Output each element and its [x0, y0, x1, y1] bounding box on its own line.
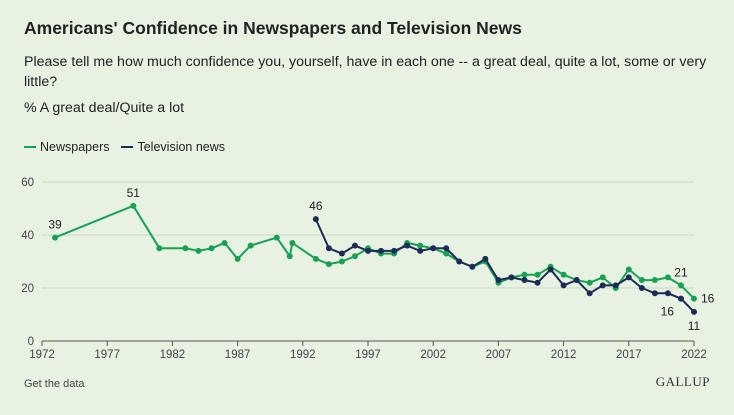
data-point-television: [664, 290, 671, 297]
data-point-television: [417, 247, 424, 254]
data-point-newspapers: [599, 274, 606, 281]
data-point-television: [612, 282, 619, 289]
legend-swatch-newspapers: [24, 146, 36, 148]
chart-measure-label: % A great deal/Quite a lot: [24, 100, 185, 116]
chart-title: Americans' Confidence in Newspapers and …: [24, 18, 522, 38]
get-the-data-link[interactable]: Get the data: [24, 378, 85, 390]
x-tick-label: 1982: [160, 349, 186, 361]
x-tick-label: 1997: [355, 349, 381, 361]
x-tick-label: 1977: [94, 349, 120, 361]
data-point-newspapers: [638, 277, 645, 284]
data-point-television: [495, 277, 502, 284]
data-point-television: [365, 247, 371, 254]
data-point-television: [351, 242, 358, 249]
data-point-newspapers: [286, 253, 293, 260]
data-label-television: 16: [661, 305, 675, 319]
data-point-newspapers: [325, 261, 332, 268]
series-line-newspapers: [54, 204, 695, 300]
data-point-television: [677, 295, 684, 302]
data-point-television: [404, 242, 411, 249]
series-line-television: [314, 218, 695, 313]
data-point-television: [338, 250, 345, 257]
data-point-newspapers: [247, 242, 254, 249]
data-point-newspapers: [664, 274, 671, 281]
data-point-television: [482, 255, 489, 262]
data-point-newspapers: [586, 279, 593, 286]
data-point-television: [638, 285, 645, 291]
x-tick-label: 1992: [290, 349, 316, 361]
chart-legend: Newspapers Television news: [24, 140, 225, 154]
legend-item-television: Television news: [121, 140, 225, 154]
data-point-television: [469, 263, 476, 270]
data-point-newspapers: [273, 234, 280, 241]
data-point-television: [560, 282, 567, 289]
data-label-television: 46: [309, 199, 323, 213]
data-point-television: [625, 274, 632, 281]
data-point-newspapers: [417, 242, 424, 249]
data-point-newspapers: [651, 277, 658, 284]
data-point-television: [691, 308, 697, 315]
data-point-newspapers: [521, 271, 528, 278]
data-label-newspapers: 51: [127, 186, 141, 200]
data-point-newspapers: [338, 258, 345, 265]
x-tick-label: 1987: [225, 349, 251, 361]
data-label-newspapers: 21: [674, 265, 688, 279]
data-point-newspapers: [130, 202, 137, 209]
data-point-television: [573, 277, 580, 284]
gallup-logo: GALLUP: [655, 374, 710, 389]
data-point-newspapers: [221, 239, 228, 246]
data-point-newspapers: [182, 245, 189, 252]
legend-label-television: Television news: [137, 140, 226, 154]
data-point-television: [534, 279, 541, 286]
x-tick-label: 2007: [486, 349, 512, 361]
data-point-newspapers: [156, 245, 163, 252]
data-point-newspapers: [312, 255, 319, 262]
data-point-newspapers: [443, 250, 450, 257]
data-point-newspapers: [625, 266, 632, 273]
data-point-television: [599, 282, 606, 289]
data-point-newspapers: [208, 245, 215, 252]
data-point-newspapers: [351, 253, 358, 260]
data-point-television: [430, 245, 437, 252]
data-point-television: [325, 245, 332, 252]
legend-label-newspapers: Newspapers: [40, 140, 110, 154]
data-label-television: 11: [688, 319, 701, 333]
data-point-television: [391, 247, 398, 254]
x-tick-label: 1972: [29, 349, 55, 361]
x-tick-label: 2002: [420, 349, 446, 361]
y-tick-label: 0: [28, 336, 34, 348]
y-tick-label: 20: [21, 283, 34, 295]
data-point-newspapers: [234, 255, 241, 262]
data-point-newspapers: [534, 271, 541, 278]
data-point-newspapers: [195, 247, 202, 254]
data-label-newspapers: 16: [701, 292, 715, 306]
chart-subtitle: Please tell me how much confidence you, …: [24, 54, 707, 90]
data-point-television: [508, 274, 515, 281]
data-point-newspapers: [52, 234, 59, 241]
data-point-newspapers: [289, 239, 296, 246]
data-point-newspapers: [691, 295, 697, 302]
data-label-newspapers: 39: [48, 218, 62, 232]
data-point-television: [312, 216, 319, 223]
x-tick-label: 2022: [681, 349, 707, 361]
legend-swatch-television: [121, 146, 134, 148]
data-point-television: [651, 290, 658, 297]
data-point-television: [521, 277, 528, 284]
data-point-television: [443, 245, 450, 252]
x-tick-label: 2017: [616, 349, 642, 361]
data-point-television: [456, 258, 463, 265]
legend-item-newspapers: Newspapers: [24, 140, 109, 154]
data-point-television: [586, 290, 593, 297]
data-point-newspapers: [560, 271, 567, 278]
data-point-television: [378, 247, 385, 254]
x-tick-label: 2012: [551, 349, 577, 361]
y-tick-label: 60: [21, 177, 34, 189]
data-point-television: [547, 266, 554, 273]
y-tick-label: 40: [21, 230, 34, 242]
data-point-newspapers: [677, 282, 684, 289]
